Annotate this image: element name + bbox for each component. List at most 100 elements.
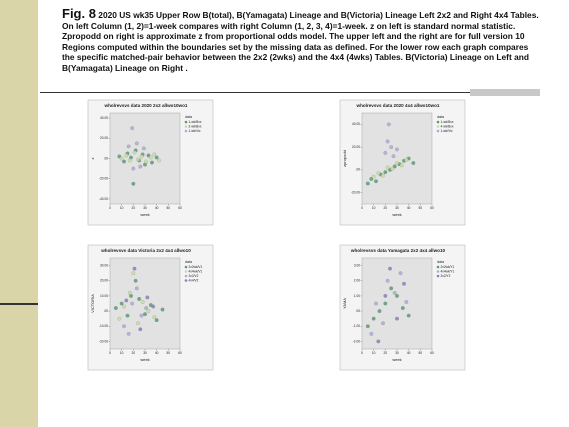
legend-label: 2-wk/Bxx xyxy=(189,124,202,128)
point xyxy=(131,181,136,186)
x-tick-label: 50 xyxy=(419,206,423,210)
point xyxy=(145,295,150,300)
x-tick-label: 40 xyxy=(407,206,411,210)
legend-label: 4x4/V2 xyxy=(189,278,199,282)
x-tick-label: 10 xyxy=(120,206,124,210)
point xyxy=(376,171,381,176)
legend-swatch xyxy=(436,120,440,124)
point xyxy=(383,294,388,298)
chart-title: wholrevsvs data Victoria 2x2 4x4 allwo10 xyxy=(100,248,191,253)
point xyxy=(402,281,406,286)
legend-swatch xyxy=(436,265,440,269)
point xyxy=(148,155,153,160)
x-tick-label: 0 xyxy=(361,351,363,355)
legend-title: data xyxy=(437,115,444,119)
legend-label: 2x2wk/V1 xyxy=(189,265,203,269)
y-tick-label: 20.00 xyxy=(100,136,108,140)
x-tick-label: 0 xyxy=(109,351,111,355)
legend-swatch xyxy=(184,129,188,133)
y-tick-label: .00 xyxy=(104,309,109,313)
x-tick-label: 50 xyxy=(167,351,171,355)
point xyxy=(136,321,140,326)
point xyxy=(134,286,139,291)
point xyxy=(399,163,404,168)
x-tick-label: 40 xyxy=(155,351,159,355)
x-axis-label: week xyxy=(140,212,149,217)
point xyxy=(126,331,131,336)
point xyxy=(124,153,129,158)
point xyxy=(392,290,397,295)
point xyxy=(371,316,376,321)
point xyxy=(127,158,132,163)
point xyxy=(374,301,378,306)
point xyxy=(381,173,385,178)
point xyxy=(365,324,370,329)
y-tick-label: 20.00 xyxy=(352,145,360,149)
x-tick-label: 10 xyxy=(372,206,376,210)
legend-swatch xyxy=(184,270,188,273)
point xyxy=(138,327,143,332)
legend-swatch xyxy=(184,125,188,128)
point xyxy=(152,152,157,157)
point xyxy=(381,321,385,326)
heading-text: 2020 US wk35 Upper Row B(total), B(Yamag… xyxy=(62,10,539,73)
point xyxy=(395,147,399,152)
point xyxy=(134,141,139,146)
point xyxy=(131,271,136,276)
legend-swatch xyxy=(436,125,440,128)
point xyxy=(374,179,378,184)
point xyxy=(126,144,131,149)
point xyxy=(386,122,391,127)
y-tick-label: 3.00 xyxy=(354,263,360,267)
legend-title: data xyxy=(437,260,444,264)
legend-swatch xyxy=(436,274,440,278)
point xyxy=(138,164,143,169)
y-axis-label: zpropodd xyxy=(342,150,347,167)
y-tick-label: -20.00 xyxy=(99,339,108,343)
point xyxy=(388,266,392,271)
point xyxy=(385,165,390,170)
y-tick-label: 1.00 xyxy=(354,294,360,298)
chart-title: wholrevsvs data 2020 4x4 allwo10wo1 xyxy=(356,103,440,108)
point xyxy=(404,300,409,304)
x-tick-label: 40 xyxy=(155,206,159,210)
x-tick-label: 50 xyxy=(419,351,423,355)
point xyxy=(124,298,129,303)
point xyxy=(406,313,411,318)
point xyxy=(365,181,370,186)
point xyxy=(154,318,159,323)
point xyxy=(125,313,130,318)
point xyxy=(146,309,151,313)
legend-title: data xyxy=(185,260,192,264)
y-tick-label: 40.00 xyxy=(352,122,360,126)
x-tick-label: 10 xyxy=(372,351,376,355)
point xyxy=(113,306,118,310)
y-tick-label: 30.00 xyxy=(100,263,108,267)
point xyxy=(157,158,161,163)
point xyxy=(122,324,126,329)
legend-label: 2x2/V2 xyxy=(189,274,199,278)
legend-swatch xyxy=(184,120,188,124)
y-tick-label: -10.00 xyxy=(99,324,108,328)
point xyxy=(389,286,394,291)
point xyxy=(391,154,396,159)
x-tick-label: 60 xyxy=(430,351,434,355)
x-tick-label: 0 xyxy=(109,206,111,210)
point xyxy=(117,316,122,321)
x-tick-label: 30 xyxy=(395,351,399,355)
point xyxy=(143,312,147,317)
y-tick-label: -2.00 xyxy=(353,339,360,343)
heading: Fig. 8 2020 US wk35 Upper Row B(total), … xyxy=(62,7,542,73)
point xyxy=(395,294,399,298)
x-tick-label: 60 xyxy=(178,351,182,355)
point xyxy=(389,145,394,150)
point xyxy=(122,159,126,164)
point xyxy=(411,161,416,165)
chart-title: wholrevsvs data 2020 2x2 allwo10wo1 xyxy=(104,103,188,108)
x-tick-label: 10 xyxy=(120,351,124,355)
y-axis-label: YAMA xyxy=(342,298,347,309)
point xyxy=(139,154,144,159)
x-tick-label: 30 xyxy=(143,351,147,355)
legend-swatch xyxy=(184,265,188,269)
